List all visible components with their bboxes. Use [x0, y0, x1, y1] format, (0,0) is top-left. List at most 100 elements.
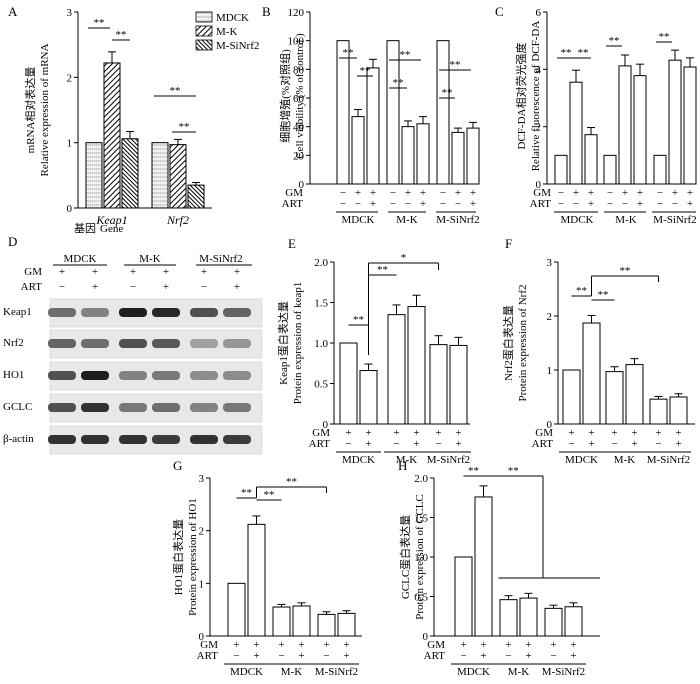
y-tick-label: 0.5: [414, 592, 428, 604]
blot-band: [81, 435, 109, 444]
treatment-symbol: +: [460, 639, 466, 651]
treatment-symbol: +: [405, 187, 411, 199]
blot-band: [190, 308, 218, 317]
legend-swatch: [195, 25, 213, 37]
group-label: M-K: [615, 214, 636, 226]
bar-mdck: [85, 142, 103, 209]
bar: [227, 582, 246, 637]
treatment-symbol: +: [92, 266, 98, 278]
bar: [416, 123, 430, 185]
treatment-symbol: +: [675, 427, 681, 439]
blot-band: [81, 308, 109, 317]
panel-letter-a: A: [8, 4, 18, 19]
blot-band: [48, 339, 76, 348]
bar: [569, 81, 583, 185]
y-axis-label-cn: Keap1蛋白表达量: [276, 301, 290, 385]
y-tick-label: 3: [67, 7, 73, 19]
y-tick-label: 20: [293, 150, 305, 162]
significance-stars: **: [508, 465, 519, 477]
treatment-symbol: −: [573, 198, 579, 210]
bar: [618, 65, 632, 185]
treatment-symbol: +: [637, 198, 643, 210]
treatment-symbol: −: [455, 198, 461, 210]
treatment-symbol: +: [455, 187, 461, 199]
blot-band: [119, 371, 147, 380]
bar: [436, 40, 450, 185]
y-tick-label: 60: [293, 93, 305, 105]
significance-stars: **: [620, 265, 631, 277]
significance-stars: **: [598, 289, 609, 301]
significance-stars: **: [393, 77, 404, 89]
treatment-symbol: +: [570, 639, 576, 651]
row-label-gm: GM: [427, 639, 445, 651]
blot-band: [119, 403, 147, 412]
treatment-symbol: +: [163, 281, 169, 293]
panel-letter-h: H: [398, 458, 407, 473]
blot-band: [119, 308, 147, 317]
y-axis-label-en: Protein expression of keap1: [292, 282, 304, 405]
bar: [449, 344, 468, 425]
y-axis-label-en: Protein expression of HO1: [187, 498, 199, 616]
bar: [499, 599, 518, 637]
bar: [272, 606, 291, 637]
y-tick-label: 1: [199, 578, 205, 590]
treatment-symbol: +: [611, 427, 617, 439]
y-axis-label-cn: GCLC蛋白表达量: [398, 515, 412, 599]
blot-band: [152, 403, 180, 412]
bar: [359, 370, 378, 425]
significance-stars: **: [286, 476, 297, 488]
treatment-symbol: +: [588, 427, 594, 439]
bar-m-sinrf2: [187, 184, 205, 209]
bar: [668, 59, 682, 185]
blot-band: [48, 308, 76, 317]
group-label: M-SiNrf2: [542, 666, 585, 678]
y-tick-label: 0: [423, 631, 429, 643]
treatment-symbol: −: [558, 198, 564, 210]
blot-band: [223, 403, 251, 412]
group-label: MDCK: [560, 214, 593, 226]
y-tick-label: 0: [536, 179, 542, 191]
y-tick-label: 100: [288, 36, 305, 48]
blot-band: [81, 339, 109, 348]
row-label-art: ART: [197, 650, 219, 662]
treatment-symbol: +: [525, 639, 531, 651]
group-label: M-SiNrf2: [436, 214, 479, 226]
bar: [519, 597, 538, 637]
y-axis-label-cn: mRNA相对表达量: [23, 67, 37, 154]
treatment-symbol: +: [525, 650, 531, 662]
row-label-gm: GM: [535, 427, 553, 439]
treatment-symbol: +: [435, 427, 441, 439]
row-label-art: ART: [424, 650, 446, 662]
group-label: MDCK: [230, 666, 263, 678]
significance-stars: **: [94, 17, 105, 29]
y-tick-label: 1.0: [414, 552, 428, 564]
treatment-symbol: +: [588, 187, 594, 199]
group-label: M-K: [396, 214, 417, 226]
bar: [649, 398, 668, 425]
bar: [454, 556, 473, 637]
treatment-symbol: +: [278, 639, 284, 651]
treatment-symbol: −: [657, 187, 663, 199]
treatment-symbol: +: [365, 427, 371, 439]
y-tick-label: 4: [536, 64, 542, 76]
significance-stars: **: [400, 49, 411, 61]
group-label: M-SiNrf2: [199, 253, 242, 265]
bar: [562, 369, 581, 425]
treatment-symbol: +: [323, 639, 329, 651]
significance-stars: **: [264, 489, 275, 501]
group-label: MDCK: [457, 666, 490, 678]
blot-band: [223, 339, 251, 348]
blot-band: [190, 339, 218, 348]
row-label-art: ART: [309, 438, 331, 450]
y-axis-label-en: Protein expression of Nrf2: [517, 284, 529, 401]
bar: [683, 66, 697, 185]
treatment-symbol: −: [505, 650, 511, 662]
blot-band: [81, 371, 109, 380]
y-tick-label: 40: [293, 122, 305, 134]
bar: [474, 496, 493, 637]
bar: [401, 126, 415, 185]
significance-stars: **: [241, 487, 252, 499]
group-label: M-SiNrf2: [315, 666, 358, 678]
y-tick-label: 1.5: [414, 513, 428, 525]
treatment-symbol: +: [675, 438, 681, 450]
